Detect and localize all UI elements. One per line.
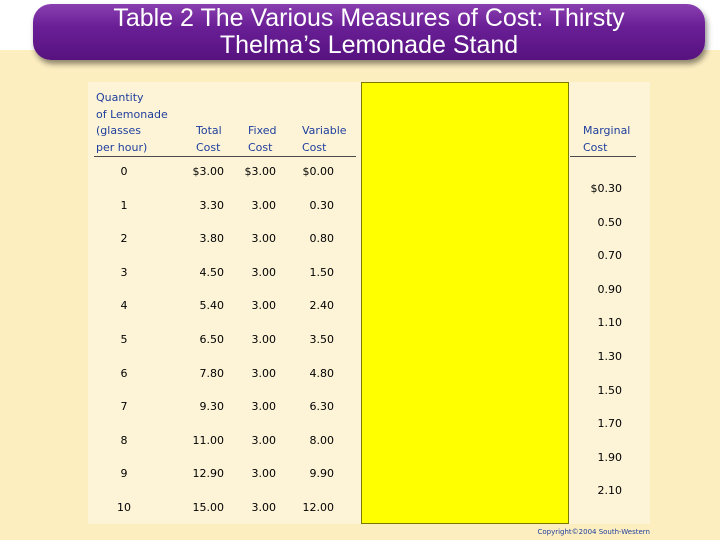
highlight-block: [361, 82, 569, 524]
variable-cost-cell: 4.80: [309, 366, 335, 380]
total-cost-cell: $3.00: [192, 165, 225, 178]
fixed-cost-cell: 3.00: [251, 433, 277, 447]
quantity-cell: 7: [120, 400, 128, 414]
header-divider-right: [570, 156, 636, 157]
variable-cost-cell: 8.00: [309, 433, 335, 447]
quantity-cell: 9: [120, 467, 128, 481]
header-marginal-cost: Marginal Cost: [583, 123, 630, 156]
header-fixed-cost: Fixed Cost: [248, 123, 277, 156]
variable-cost-cell: 12.00: [302, 501, 335, 514]
variable-cost-cell: 3.50: [309, 333, 335, 346]
quantity-cell: 0: [120, 165, 128, 178]
fixed-cost-cell: 3.00: [251, 467, 277, 481]
variable-cost-cell: 1.50: [309, 265, 335, 279]
variable-cost-cell: 6.30: [309, 400, 335, 414]
header-line: Cost: [248, 140, 273, 154]
fixed-cost-cell: 3.00: [251, 198, 277, 212]
header-quantity-line: per hour): [96, 140, 148, 154]
marginal-cost-cell: 1.30: [597, 350, 623, 363]
header-total-cost: Total Cost: [196, 123, 222, 156]
marginal-cost-cell: 1.10: [597, 316, 623, 330]
total-cost-cell: 9.30: [199, 400, 225, 414]
header-line: Cost: [196, 140, 221, 154]
header-line: Variable: [302, 124, 347, 137]
fixed-cost-cell: 3.00: [251, 232, 277, 246]
quantity-cell: 10: [117, 501, 131, 514]
header-variable-cost: Variable Cost: [302, 123, 347, 156]
total-cost-cell: 3.80: [199, 232, 225, 246]
total-cost-cell: 3.30: [199, 198, 225, 212]
total-cost-cell: 6.50: [199, 333, 225, 346]
marginal-cost-cell: 1.90: [597, 450, 623, 464]
marginal-cost-cell: 0.90: [597, 282, 623, 296]
fixed-cost-cell: $3.00: [244, 165, 277, 178]
header-quantity-line: Quantity: [96, 91, 144, 104]
title-line-1: Table 2 The Various Measures of Cost: Th…: [113, 4, 625, 32]
header-divider-left: [94, 156, 356, 157]
copyright-text: Copyright©2004 South-Western: [537, 528, 650, 536]
total-cost-cell: 4.50: [199, 265, 225, 279]
header-quantity-line: (glasses: [96, 124, 142, 137]
quantity-cell: 8: [120, 433, 128, 447]
marginal-cost-cell: 2.10: [597, 484, 623, 498]
marginal-cost-cell: 1.50: [597, 383, 623, 397]
fixed-cost-cell: 3.00: [251, 299, 277, 313]
variable-cost-cell: 0.30: [309, 198, 335, 212]
total-cost-cell: 12.90: [192, 467, 225, 481]
quantity-cell: 1: [120, 198, 128, 212]
total-cost-cell: 7.80: [199, 366, 225, 380]
quantity-cell: 3: [120, 265, 128, 279]
marginal-cost-cell: 0.70: [597, 249, 623, 263]
header-quantity-line: of Lemonade: [96, 107, 168, 121]
total-cost-cell: 11.00: [192, 433, 225, 447]
fixed-cost-cell: 3.00: [251, 366, 277, 380]
quantity-cell: 4: [120, 299, 128, 313]
marginal-cost-cell: $0.30: [590, 182, 623, 195]
header-line: Total: [196, 124, 222, 137]
fixed-cost-cell: 3.00: [251, 501, 277, 514]
variable-cost-cell: 0.80: [309, 232, 335, 246]
variable-cost-cell: 9.90: [309, 467, 335, 481]
total-cost-cell: 15.00: [192, 501, 225, 514]
title-banner: Table 2 The Various Measures of Cost: Th…: [33, 4, 705, 60]
title-line-2: Thelma’s Lemonade Stand: [219, 31, 519, 59]
header-line: Cost: [583, 140, 608, 154]
fixed-cost-cell: 3.00: [251, 400, 277, 414]
total-cost-cell: 5.40: [199, 299, 225, 313]
quantity-cell: 6: [120, 366, 128, 380]
header-line: Marginal: [583, 124, 631, 137]
variable-cost-cell: 2.40: [309, 299, 335, 313]
header-line: Cost: [302, 140, 327, 154]
fixed-cost-cell: 3.00: [251, 265, 277, 279]
quantity-cell: 2: [120, 232, 128, 246]
quantity-cell: 5: [120, 333, 128, 346]
header-quantity: Quantity of Lemonade (glasses per hour): [96, 90, 168, 156]
marginal-cost-cell: 1.70: [597, 417, 623, 431]
variable-cost-cell: $0.00: [302, 165, 335, 178]
marginal-cost-cell: 0.50: [597, 215, 623, 229]
header-line: Fixed: [248, 124, 277, 137]
fixed-cost-cell: 3.00: [251, 333, 277, 346]
